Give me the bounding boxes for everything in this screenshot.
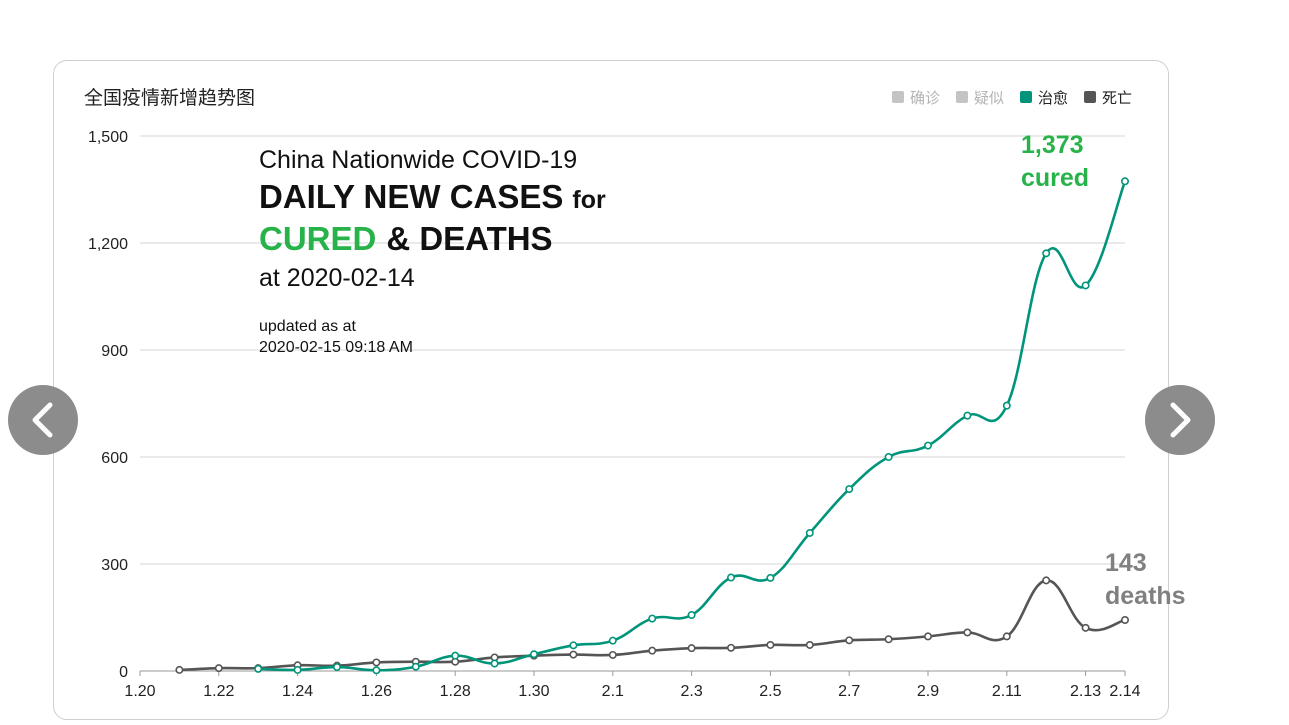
x-tick-label: 2.11 bbox=[992, 683, 1022, 700]
series-cured bbox=[254, 177, 1130, 675]
deaths-callout-value: 143 bbox=[1105, 549, 1147, 577]
data-point bbox=[963, 411, 972, 420]
legend-swatch bbox=[956, 91, 968, 103]
x-tick-label: 2.9 bbox=[917, 683, 939, 700]
data-point bbox=[923, 441, 932, 450]
data-point bbox=[569, 650, 578, 659]
data-point bbox=[529, 650, 538, 659]
y-tick-label: 1,500 bbox=[88, 129, 128, 146]
data-point bbox=[648, 646, 657, 655]
x-tick-label: 1.22 bbox=[203, 683, 234, 700]
data-point bbox=[372, 658, 381, 667]
x-axis-ticks: 1.20 1.22 1.24 1.26 1.28 1.30 2.1 2.3 2.5 2.7 2.9 2… bbox=[124, 671, 1141, 700]
x-tick-label: 1.26 bbox=[361, 683, 392, 700]
legend-swatch bbox=[1084, 91, 1096, 103]
legend-swatch bbox=[892, 91, 904, 103]
x-tick-label: 2.3 bbox=[680, 683, 702, 700]
data-point bbox=[1121, 177, 1130, 186]
data-point bbox=[726, 573, 735, 582]
x-tick-label: 2.1 bbox=[602, 683, 624, 700]
x-tick-label: 2.14 bbox=[1109, 683, 1140, 700]
prev-slide-button[interactable] bbox=[8, 385, 78, 455]
cured-callout-label: cured bbox=[1021, 164, 1089, 192]
data-point bbox=[805, 528, 814, 537]
updated-time: 2020-02-15 09:18 AM bbox=[259, 339, 413, 356]
data-point bbox=[569, 641, 578, 650]
data-point bbox=[293, 665, 302, 674]
series-deaths bbox=[175, 576, 1130, 674]
data-point bbox=[608, 650, 617, 659]
data-point bbox=[608, 636, 617, 645]
y-tick-label: 1,200 bbox=[88, 236, 128, 253]
updated-label: updated as at bbox=[259, 318, 357, 335]
data-point bbox=[175, 665, 184, 674]
x-tick-label: 1.20 bbox=[124, 683, 155, 700]
data-point bbox=[805, 640, 814, 649]
data-point bbox=[923, 632, 932, 641]
legend-label: 治愈 bbox=[1038, 90, 1068, 107]
x-tick-label: 2.5 bbox=[759, 683, 781, 700]
headline-line1: China Nationwide COVID-19 bbox=[259, 146, 577, 174]
y-tick-label: 900 bbox=[101, 343, 128, 360]
data-point bbox=[332, 663, 341, 672]
headline-date: at 2020-02-14 bbox=[259, 264, 415, 292]
next-slide-button[interactable] bbox=[1145, 385, 1215, 455]
data-point bbox=[1121, 615, 1130, 624]
x-tick-label: 2.13 bbox=[1070, 683, 1101, 700]
headline-cured: CURED bbox=[259, 220, 376, 257]
data-point bbox=[766, 640, 775, 649]
data-point bbox=[845, 485, 854, 494]
data-point bbox=[1042, 249, 1051, 258]
x-tick-label: 2.7 bbox=[838, 683, 860, 700]
y-tick-label: 300 bbox=[101, 557, 128, 574]
deaths-callout-label: deaths bbox=[1105, 582, 1186, 610]
data-point bbox=[1042, 576, 1051, 585]
y-axis-ticks: 1,500 1,200 900 600 300 0 bbox=[88, 129, 128, 681]
chart-title: 全国疫情新增趋势图 bbox=[84, 87, 255, 109]
headline-deaths: & DEATHS bbox=[386, 220, 552, 257]
y-tick-label: 0 bbox=[119, 664, 128, 681]
legend-label: 确诊 bbox=[910, 90, 940, 107]
data-point bbox=[214, 664, 223, 673]
legend: 死亡 治愈 疑似 确诊 bbox=[892, 90, 1132, 107]
data-point bbox=[884, 635, 893, 644]
data-point bbox=[963, 628, 972, 637]
data-point bbox=[1002, 401, 1011, 410]
x-tick-label: 1.30 bbox=[518, 683, 549, 700]
chevron-left-icon bbox=[32, 402, 53, 438]
headline-daily-new-cases: DAILY NEW CASES bbox=[259, 178, 563, 215]
data-point bbox=[411, 662, 420, 671]
data-point bbox=[726, 643, 735, 652]
data-point bbox=[687, 611, 696, 620]
x-tick-label: 1.24 bbox=[282, 683, 313, 700]
data-point bbox=[451, 651, 460, 660]
data-point bbox=[648, 614, 657, 623]
headline-line3: CURED & DEATHS bbox=[259, 220, 553, 257]
y-tick-label: 600 bbox=[101, 450, 128, 467]
chart-card bbox=[53, 60, 1169, 720]
data-point bbox=[1002, 632, 1011, 641]
data-point bbox=[884, 452, 893, 461]
data-point bbox=[845, 636, 854, 645]
legend-label: 疑似 bbox=[974, 90, 1004, 107]
data-point bbox=[254, 664, 263, 673]
cured-callout-value: 1,373 bbox=[1021, 131, 1084, 159]
data-point bbox=[372, 666, 381, 675]
data-point bbox=[1081, 623, 1090, 632]
data-point bbox=[766, 573, 775, 582]
x-tick-label: 1.28 bbox=[440, 683, 471, 700]
legend-label: 死亡 bbox=[1102, 90, 1132, 107]
series-layer bbox=[175, 177, 1130, 675]
legend-swatch bbox=[1020, 91, 1032, 103]
chevron-right-icon bbox=[1170, 402, 1191, 438]
data-point bbox=[490, 659, 499, 668]
series-line bbox=[179, 579, 1126, 672]
headline-for: for bbox=[572, 186, 606, 214]
data-point bbox=[1081, 281, 1090, 290]
headline-line2: DAILY NEW CASES for bbox=[259, 178, 606, 215]
grid bbox=[140, 135, 1125, 672]
data-point bbox=[687, 644, 696, 653]
